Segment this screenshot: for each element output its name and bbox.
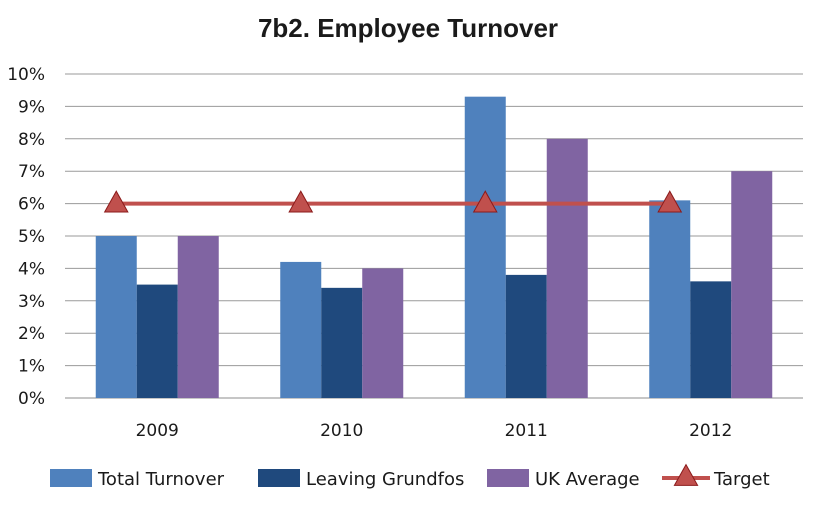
- y-tick-label: 8%: [18, 130, 45, 150]
- y-tick-label: 3%: [18, 292, 45, 312]
- x-tick-label: 2012: [689, 421, 732, 441]
- legend-swatch-leaving-grundfos: [258, 469, 300, 487]
- bar-uk-average-2012: [731, 171, 773, 398]
- bar-uk-average-2009: [177, 236, 219, 398]
- y-tick-label: 6%: [18, 195, 45, 215]
- bar-total-turnover-2010: [280, 261, 322, 398]
- target-marker-2010: [288, 190, 314, 213]
- y-tick-label: 10%: [7, 65, 45, 85]
- bar-leaving-grundfos-2009: [136, 284, 178, 398]
- y-tick-label: 1%: [18, 357, 45, 377]
- legend-swatch-total-turnover: [50, 469, 92, 487]
- legend-label-total-turnover: Total Turnover: [97, 469, 225, 490]
- bar-uk-average-2010: [362, 268, 404, 398]
- y-axis-ticks: 0% 1% 2% 3% 4% 5% 6% 7% 8% 9% 10%: [7, 65, 45, 409]
- x-tick-label: 2011: [505, 421, 548, 441]
- bar-leaving-grundfos-2011: [505, 274, 547, 398]
- x-axis-ticks: 2009 2010 2011 2012: [136, 421, 733, 441]
- target-series: [103, 190, 683, 213]
- x-tick-label: 2010: [320, 421, 363, 441]
- y-tick-label: 5%: [18, 227, 45, 247]
- target-marker-2012: [657, 190, 683, 213]
- bar-total-turnover-2009: [95, 236, 137, 398]
- y-tick-label: 4%: [18, 259, 45, 279]
- bar-leaving-grundfos-2012: [690, 281, 732, 398]
- bar-leaving-grundfos-2010: [321, 287, 363, 398]
- legend-swatch-uk-average: [487, 469, 529, 487]
- chart-title: 7b2. Employee Turnover: [258, 13, 558, 43]
- x-tick-label: 2009: [136, 421, 179, 441]
- y-tick-label: 9%: [18, 97, 45, 117]
- bar-total-turnover-2011: [464, 96, 506, 399]
- legend-label-leaving-grundfos: Leaving Grundfos: [306, 469, 464, 490]
- legend: Total Turnover Leaving Grundfos UK Average…: [50, 463, 770, 490]
- y-tick-label: 7%: [18, 162, 45, 182]
- target-marker-2009: [103, 190, 129, 213]
- y-tick-label: 2%: [18, 324, 45, 344]
- target-marker-2011: [472, 190, 498, 213]
- bars: [95, 96, 773, 399]
- legend-label-target: Target: [713, 469, 770, 490]
- bar-uk-average-2011: [546, 138, 588, 399]
- legend-marker-target: [673, 463, 699, 486]
- y-tick-label: 0%: [18, 389, 45, 409]
- bar-total-turnover-2012: [649, 200, 691, 398]
- legend-label-uk-average: UK Average: [535, 469, 640, 490]
